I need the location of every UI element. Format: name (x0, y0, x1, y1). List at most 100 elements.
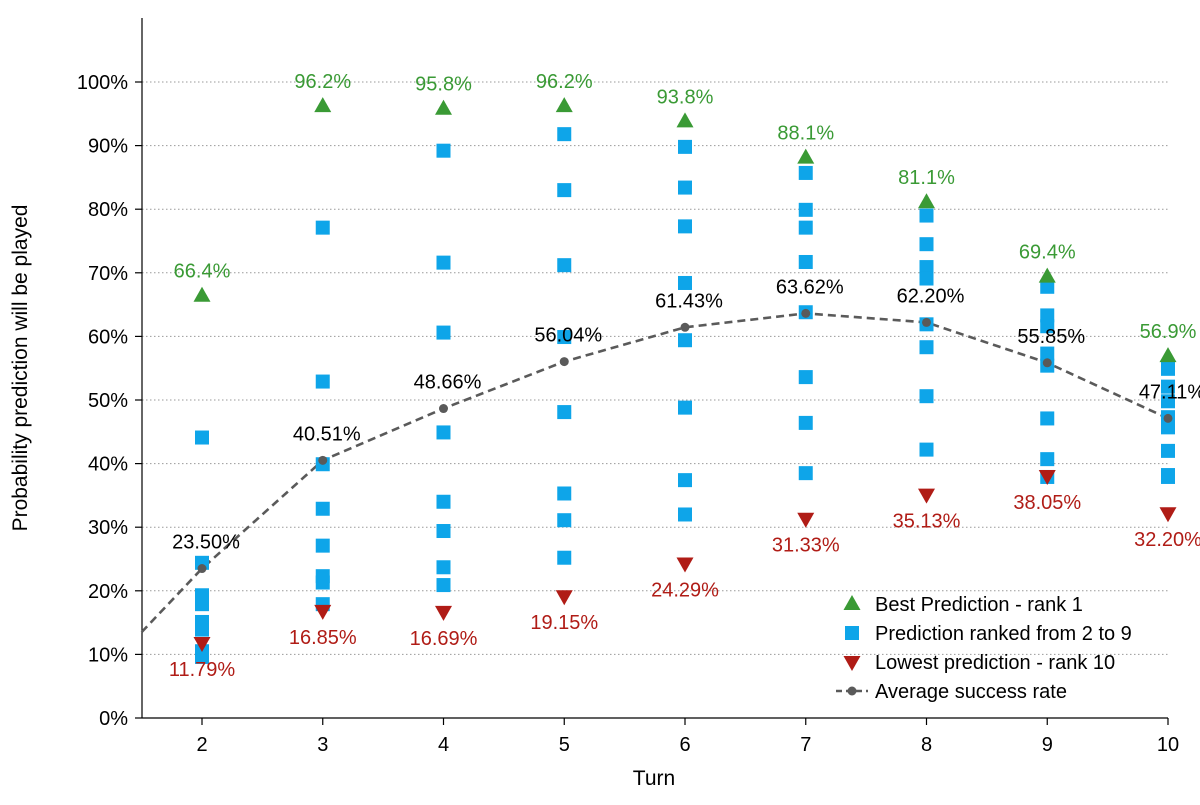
average-label: 23.50% (172, 532, 240, 554)
best-prediction-label: 88.1% (777, 123, 834, 145)
rank-2-9-marker (678, 139, 692, 154)
lowest-prediction-label: 35.13% (893, 511, 961, 533)
rank-2-9-marker (919, 260, 934, 275)
rank-2-9-marker (678, 400, 692, 415)
rank-2-9-marker (195, 597, 209, 612)
rank-2-9-marker (798, 415, 813, 430)
y-tick-label: 100% (77, 72, 128, 94)
rank-2-9-marker (798, 202, 813, 217)
best-prediction-label: 81.1% (898, 167, 955, 189)
legend-label: Average success rate (875, 681, 1067, 703)
average-marker (680, 322, 690, 332)
rank-2-9-marker (1161, 469, 1175, 484)
y-tick-label: 40% (88, 454, 128, 476)
rank-2-9-marker (436, 143, 451, 158)
rank-2-9-marker (195, 649, 209, 664)
rank-2-9-marker (1040, 319, 1055, 334)
best-prediction-label: 96.2% (294, 71, 351, 93)
rank-2-9-marker (798, 254, 813, 269)
lowest-prediction-label: 19.15% (530, 612, 598, 634)
rank-2-9-marker (315, 538, 330, 553)
rank-2-9-marker (436, 255, 451, 270)
best-prediction-label: 69.4% (1019, 242, 1076, 264)
best-prediction-label: 95.8% (415, 74, 472, 96)
average-marker (439, 404, 448, 414)
average-marker (318, 455, 328, 465)
rank-2-9-marker (798, 165, 813, 180)
legend-label: Lowest prediction - rank 10 (875, 652, 1115, 674)
legend-lowest-icon (843, 656, 861, 671)
rank-2-9-marker (678, 180, 692, 195)
rank-2-9-marker (315, 374, 330, 389)
rank-2-9-marker (798, 466, 813, 481)
x-tick-label: 3 (317, 734, 328, 756)
legend-label: Prediction ranked from 2 to 9 (875, 623, 1132, 645)
rank-2-9-marker (919, 389, 934, 404)
legend: Best Prediction - rank 1 Prediction ranke… (836, 594, 1132, 703)
rank-2-9-marker (678, 507, 692, 522)
lowest-prediction-label: 11.79% (169, 659, 236, 681)
rank-2-9-marker (557, 127, 572, 142)
rank-2-9-marker (557, 486, 572, 501)
average-label: 61.43% (655, 290, 723, 312)
rank-2-9-marker (315, 575, 330, 590)
rank-2-9-marker (678, 333, 692, 348)
rank-2-9-marker (678, 473, 692, 488)
lowest-prediction-marker (918, 488, 935, 504)
average-marker (559, 357, 569, 367)
rank-2-9-marker (1161, 379, 1175, 394)
rank-2-9-marker (919, 208, 934, 223)
rank-2-9-marker (557, 258, 572, 273)
lowest-prediction-label: 24.29% (651, 580, 719, 602)
rank-2-9-marker (195, 622, 209, 637)
y-tick-label: 30% (88, 517, 128, 539)
rank-2-9-marker (919, 340, 934, 355)
best-prediction-marker (435, 99, 452, 115)
lowest-prediction-marker (314, 604, 332, 620)
x-axis-title: Turn (633, 767, 675, 790)
rank-2-9-marker (315, 501, 330, 516)
lowest-prediction-marker (1159, 507, 1177, 523)
rank-2-9-marker (678, 275, 692, 290)
legend-average-dot-icon (847, 686, 857, 696)
lowest-prediction-label: 16.85% (289, 627, 357, 649)
average-label: 62.20% (897, 285, 965, 307)
rank-2-9-marker (436, 425, 451, 440)
rank-2-9-marker (557, 405, 572, 420)
rank-2-9-marker (919, 237, 934, 252)
x-tick-label: 9 (1042, 734, 1053, 756)
lowest-prediction-marker (1038, 470, 1056, 486)
legend-middle-icon (845, 626, 859, 640)
rank-2-9-marker (436, 560, 451, 575)
data-marks (193, 97, 1177, 664)
average-label: 48.66% (414, 372, 482, 394)
y-tick-label: 60% (88, 326, 128, 348)
y-tick-label: 70% (88, 263, 128, 285)
average-label: 55.85% (1017, 326, 1085, 348)
average-marker (1042, 358, 1052, 368)
best-prediction-marker (797, 148, 815, 164)
grid-lines (142, 81, 1168, 655)
y-tick-label: 0% (99, 708, 128, 730)
lowest-prediction-label: 32.20% (1134, 529, 1200, 551)
rank-2-9-marker (436, 524, 451, 539)
average-line (140, 312, 1169, 634)
lowest-prediction-marker (555, 590, 573, 606)
lowest-prediction-label: 38.05% (1013, 492, 1081, 514)
rank-2-9-marker (557, 330, 572, 345)
average-label: 40.51% (293, 423, 361, 445)
best-prediction-label: 96.2% (536, 71, 593, 93)
axes: 0% 10% 20% 30% 40% 50% 60% 70% 80% 90% 100% 2 3 4 5 6 7 8… (77, 18, 1179, 756)
lowest-prediction-marker (676, 557, 694, 573)
x-tick-label: 7 (800, 734, 811, 756)
rank-2-9-marker (798, 370, 813, 385)
average-marker (1163, 413, 1173, 423)
rank-2-9-marker (1161, 394, 1175, 409)
x-tick-label: 8 (921, 734, 932, 756)
lowest-prediction-label: 16.69% (410, 628, 478, 650)
rank-2-9-marker (557, 513, 572, 528)
best-prediction-label: 66.4% (174, 261, 231, 283)
lowest-prediction-marker (435, 605, 452, 621)
rank-2-9-marker (436, 494, 451, 509)
legend-best-icon (843, 595, 861, 610)
